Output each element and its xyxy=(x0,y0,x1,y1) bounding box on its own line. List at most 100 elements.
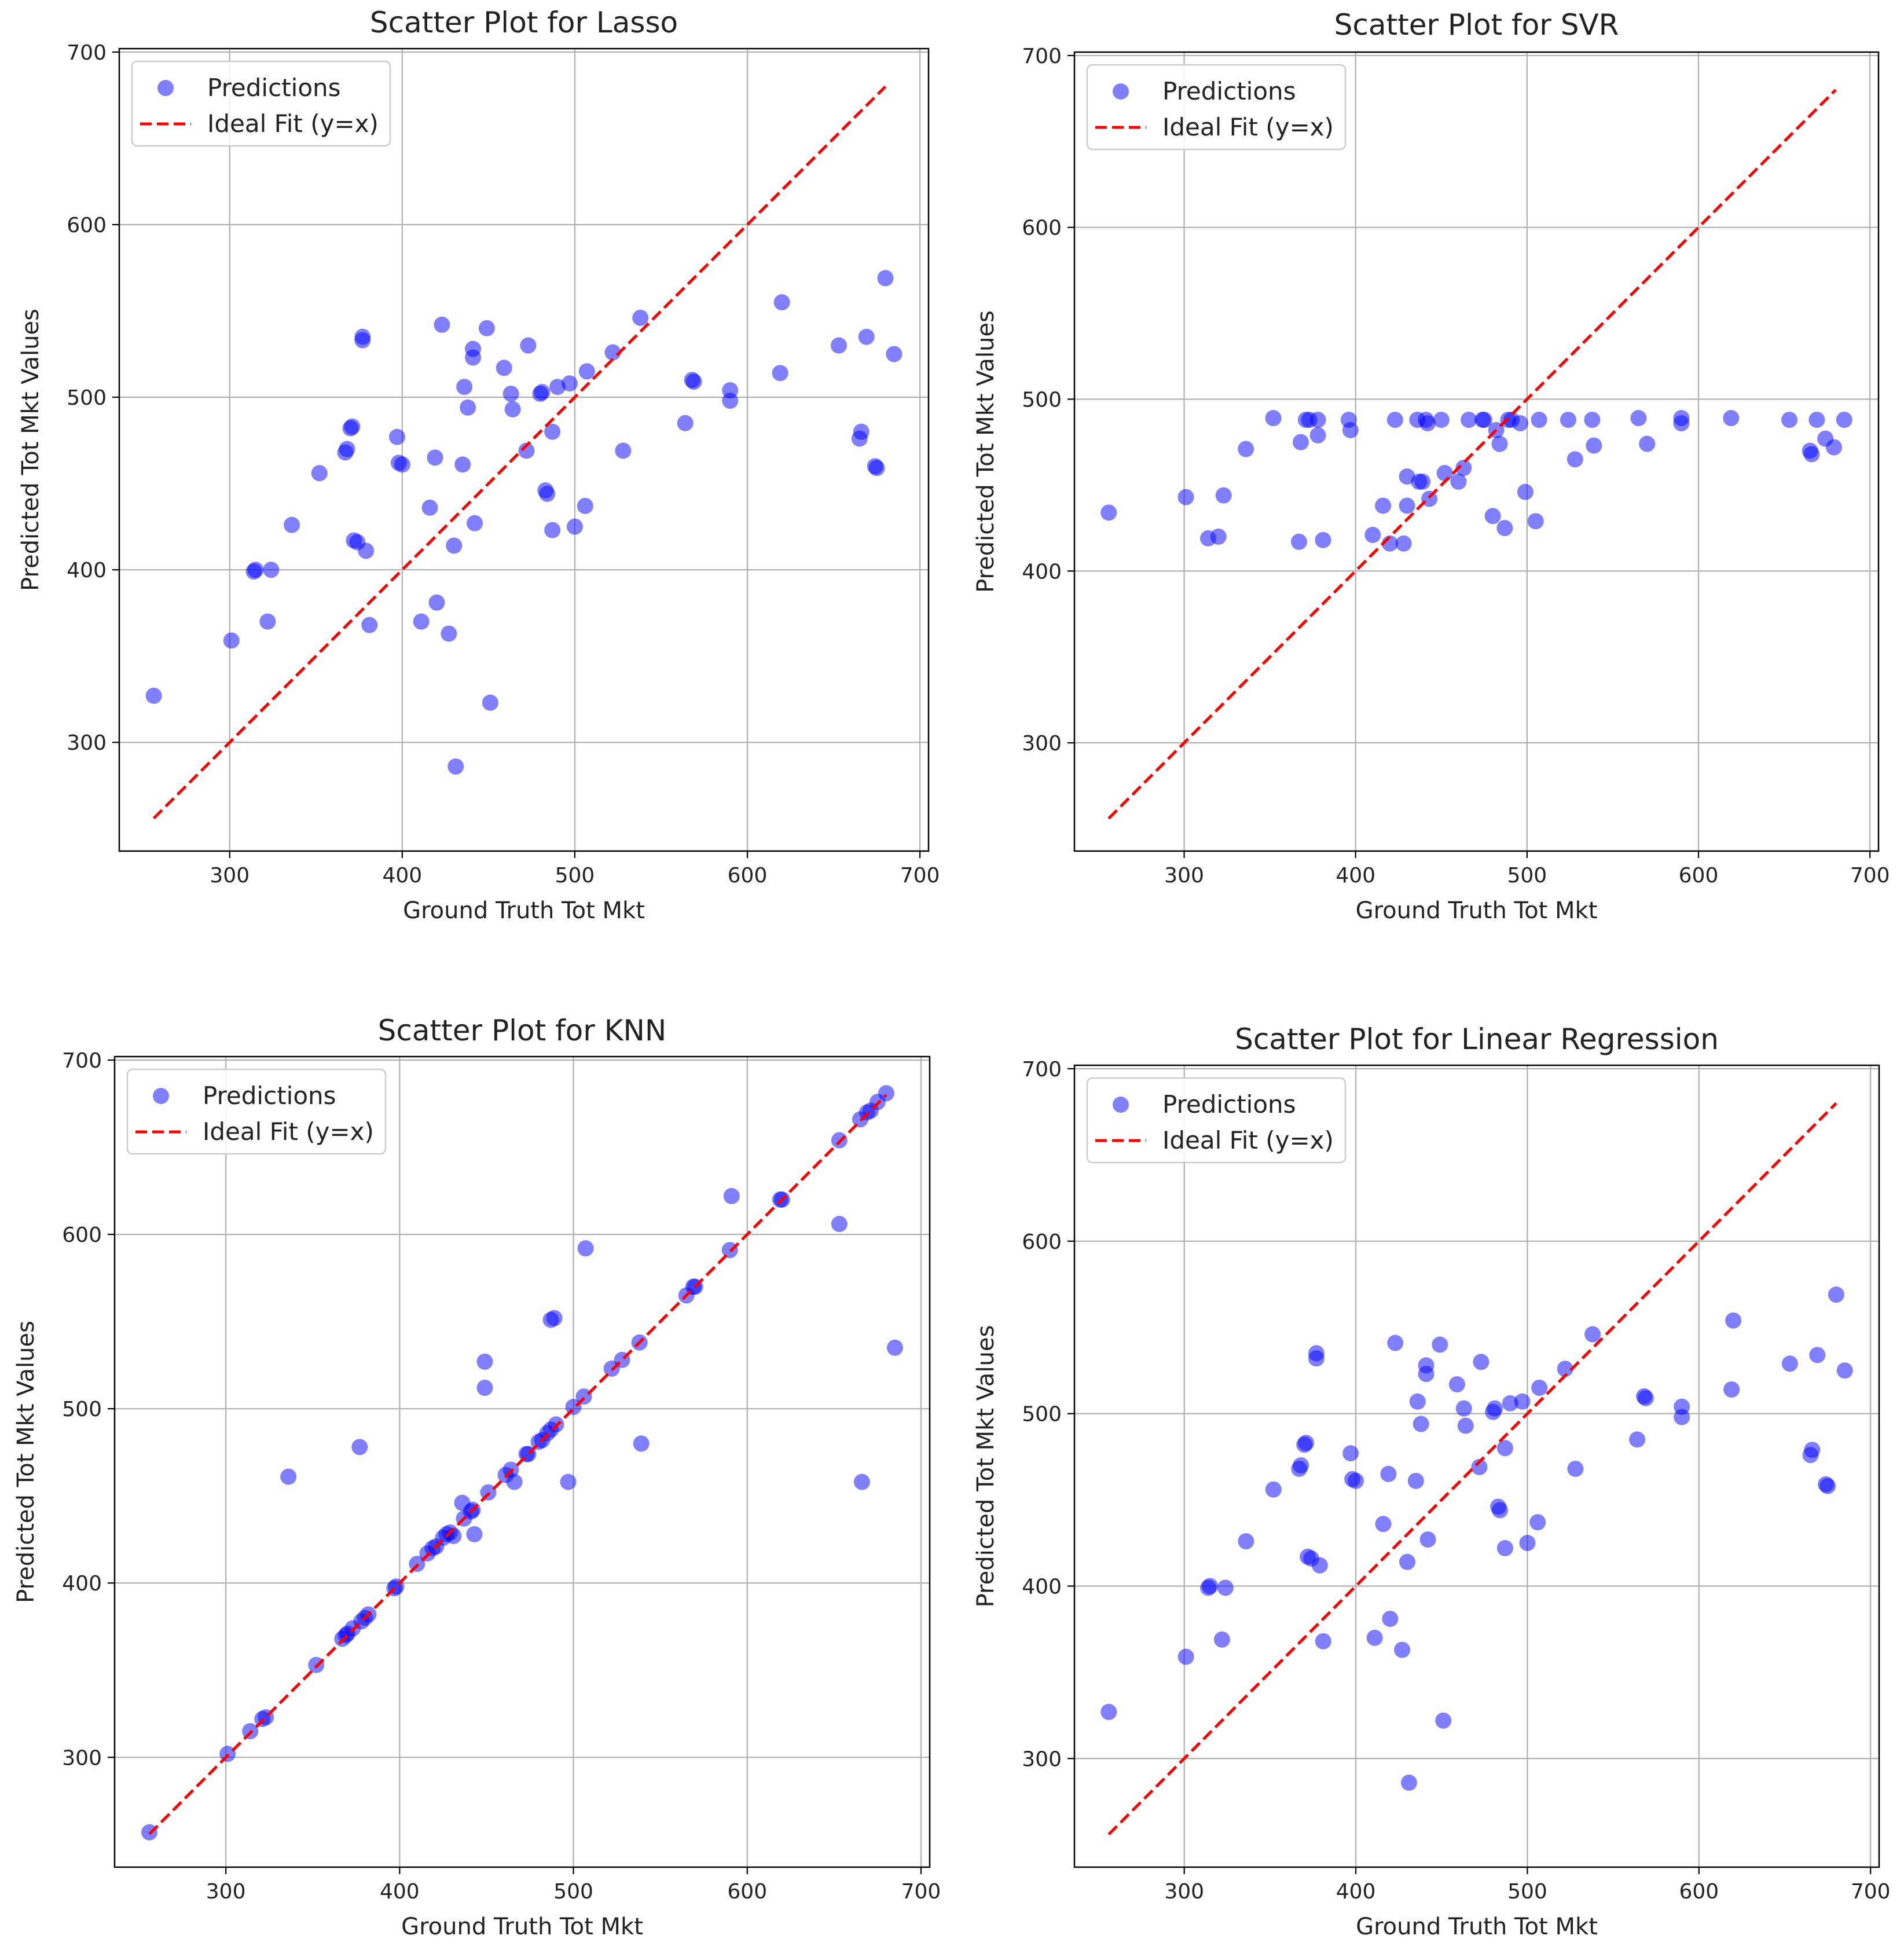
y-tick-label: 300 xyxy=(1022,732,1062,756)
scatter-point xyxy=(1342,421,1359,438)
scatter-point xyxy=(1290,533,1307,550)
scatter-point xyxy=(868,460,885,476)
scatter-point xyxy=(1531,412,1547,428)
scatter-point xyxy=(1473,1354,1490,1370)
scatter-point xyxy=(1213,1631,1230,1648)
legend-box xyxy=(1086,1077,1347,1164)
scatter-point xyxy=(1364,526,1381,543)
x-tick-label: 700 xyxy=(900,864,940,888)
scatter-point xyxy=(446,537,463,554)
scatter-point xyxy=(1308,1350,1325,1367)
scatter-point xyxy=(1476,412,1492,428)
scatter-point xyxy=(1567,1460,1584,1477)
scatter-point xyxy=(1309,427,1326,443)
chart-title: Scatter Plot for Lasso xyxy=(370,6,678,39)
scatter-point xyxy=(1531,1379,1548,1396)
scatter-point xyxy=(1639,435,1656,452)
scatter-point xyxy=(413,613,430,630)
scatter-point xyxy=(1630,410,1647,427)
scatter-point xyxy=(1586,437,1602,454)
legend-label-predictions: Predictions xyxy=(1162,1090,1296,1119)
legend-marker-predictions xyxy=(153,1088,169,1104)
scatter-point xyxy=(1395,535,1412,552)
scatter-point xyxy=(1436,465,1453,482)
scatter-point xyxy=(1418,1357,1435,1374)
scatter-point xyxy=(1471,1458,1488,1475)
legend-label-predictions: Predictions xyxy=(207,74,341,102)
x-tick-label: 400 xyxy=(1336,864,1375,888)
scatter-point xyxy=(311,465,328,482)
scatter-point xyxy=(1366,1629,1383,1646)
scatter-point xyxy=(496,360,512,376)
scatter-point xyxy=(604,344,621,361)
scatter-point xyxy=(1514,1393,1531,1410)
scatter-point xyxy=(1809,1347,1826,1363)
scatter-point xyxy=(1217,1579,1234,1596)
scatter-point xyxy=(577,1240,594,1257)
scatter-point xyxy=(886,1339,903,1356)
scatter-point xyxy=(454,456,471,473)
scatter-point xyxy=(1386,412,1403,428)
scatter-point xyxy=(1781,1355,1798,1372)
scatter-point xyxy=(858,328,875,345)
x-axis-label: Ground Truth Tot Mkt xyxy=(1356,1913,1598,1940)
scatter-point xyxy=(506,1473,523,1490)
legend-box xyxy=(131,60,391,147)
scatter-point xyxy=(1100,1703,1117,1720)
x-tick-label: 400 xyxy=(380,1880,420,1904)
scatter-point xyxy=(1202,1578,1219,1594)
scatter-point xyxy=(434,316,450,333)
scatter-point xyxy=(1484,508,1501,525)
scatter-point xyxy=(223,632,240,649)
scatter-point xyxy=(853,1473,870,1490)
legend: Predictions Ideal Fit (y=x) xyxy=(131,60,391,147)
scatter-point xyxy=(1529,1514,1546,1531)
legend-label-predictions: Predictions xyxy=(1162,77,1296,105)
y-tick-label: 400 xyxy=(62,1572,102,1596)
scatter-point xyxy=(1419,415,1436,432)
x-axis-label: Ground Truth Tot Mkt xyxy=(401,1913,643,1940)
scatter-point xyxy=(263,562,280,578)
ideal-fit-line xyxy=(152,85,887,820)
scatter-point xyxy=(722,393,739,409)
scatter-point xyxy=(339,441,355,457)
scatter-point xyxy=(831,1216,848,1233)
scatter-point xyxy=(1210,528,1227,545)
y-tick-label: 700 xyxy=(67,41,107,65)
scatter-point xyxy=(504,401,521,417)
x-tick-label: 700 xyxy=(1851,1880,1891,1904)
scatter-point xyxy=(1512,415,1529,432)
legend-label-ideal-fit: Ideal Fit (y=x) xyxy=(1162,113,1334,141)
scatter-point xyxy=(1527,513,1544,530)
scatter-point xyxy=(145,687,162,704)
scatter-point xyxy=(428,594,445,611)
scatter-point xyxy=(1215,487,1232,504)
scatter-point xyxy=(361,617,378,633)
scatter-point xyxy=(1433,412,1450,428)
scatter-point xyxy=(1265,410,1282,427)
scatter-point xyxy=(1342,1445,1359,1462)
scatter-point xyxy=(259,613,276,630)
chart-title: Scatter Plot for SVR xyxy=(1334,8,1619,42)
y-tick-label: 400 xyxy=(67,559,107,582)
y-tick-label: 400 xyxy=(1022,560,1062,584)
scatter-point xyxy=(560,1473,577,1490)
scatter-point xyxy=(466,1526,483,1542)
scatter-point xyxy=(1584,412,1601,428)
scatter-point xyxy=(460,399,476,416)
ideal-fit-line xyxy=(148,1094,887,1835)
y-tick-label: 600 xyxy=(1022,217,1062,240)
axes-frame xyxy=(113,1055,931,1868)
chart-title: Scatter Plot for KNN xyxy=(378,1014,667,1047)
y-tick-label: 600 xyxy=(67,214,107,237)
chart-panel-2: Scatter Plot for SVR 300 400 500 600 700 300 40… xyxy=(973,8,1890,924)
chart-title: Scatter Plot for Linear Regression xyxy=(1235,1022,1719,1056)
scatter-point xyxy=(284,516,300,533)
scatter-point xyxy=(1298,1435,1315,1451)
scatter-point xyxy=(1637,1390,1654,1406)
legend-marker-predictions xyxy=(1113,1097,1129,1113)
scatter-point xyxy=(482,694,498,711)
scatter-point xyxy=(1432,1336,1448,1353)
legend-box xyxy=(1086,64,1347,151)
